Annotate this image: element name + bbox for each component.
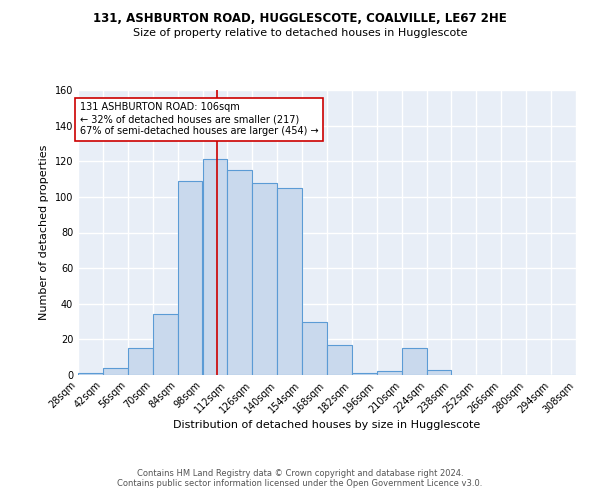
Bar [178, 181, 202, 375]
Bar [128, 348, 152, 375]
Bar [78, 373, 103, 375]
Bar [352, 373, 377, 375]
Bar [402, 348, 427, 375]
Bar [152, 314, 178, 375]
Bar [253, 182, 277, 375]
Bar [227, 170, 252, 375]
Bar [203, 160, 227, 375]
Bar [427, 370, 451, 375]
Bar [302, 322, 327, 375]
X-axis label: Distribution of detached houses by size in Hugglescote: Distribution of detached houses by size … [173, 420, 481, 430]
Text: 131 ASHBURTON ROAD: 106sqm
← 32% of detached houses are smaller (217)
67% of sem: 131 ASHBURTON ROAD: 106sqm ← 32% of deta… [80, 102, 319, 136]
Text: Size of property relative to detached houses in Hugglescote: Size of property relative to detached ho… [133, 28, 467, 38]
Bar [103, 368, 128, 375]
Text: Contains HM Land Registry data © Crown copyright and database right 2024.: Contains HM Land Registry data © Crown c… [137, 468, 463, 477]
Text: 131, ASHBURTON ROAD, HUGGLESCOTE, COALVILLE, LE67 2HE: 131, ASHBURTON ROAD, HUGGLESCOTE, COALVI… [93, 12, 507, 26]
Bar [277, 188, 302, 375]
Bar [327, 344, 352, 375]
Y-axis label: Number of detached properties: Number of detached properties [39, 145, 49, 320]
Text: Contains public sector information licensed under the Open Government Licence v3: Contains public sector information licen… [118, 478, 482, 488]
Bar [377, 372, 402, 375]
